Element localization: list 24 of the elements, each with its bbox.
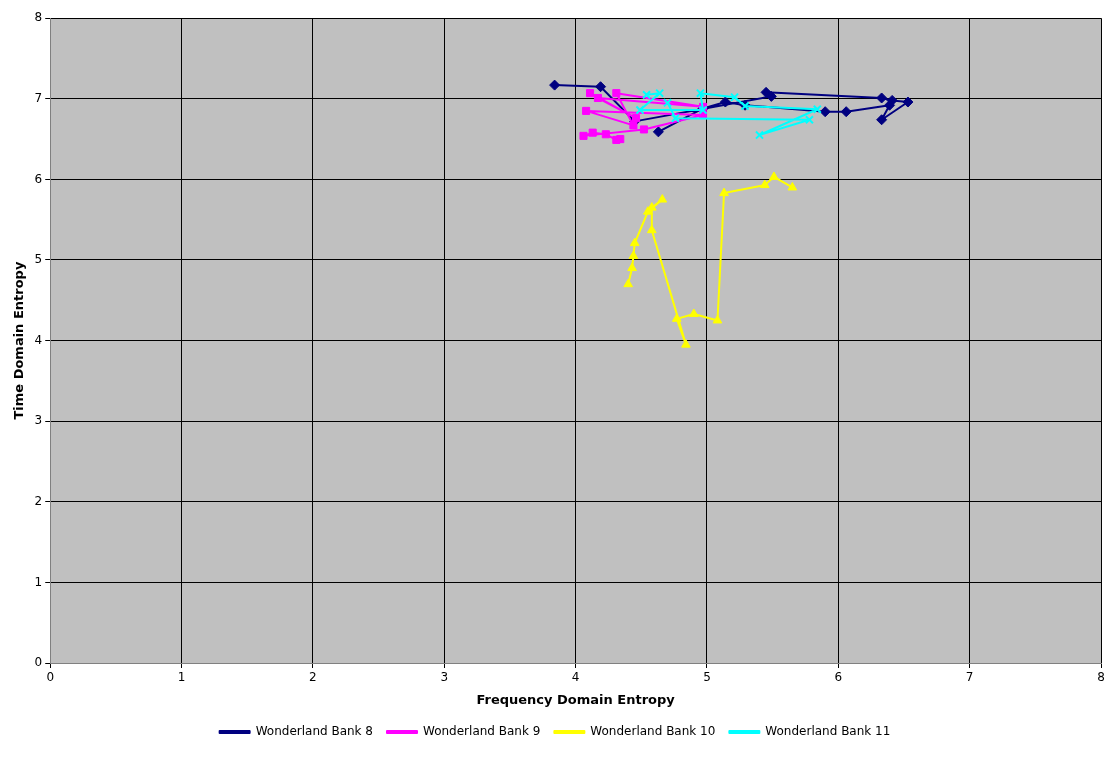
x-tick-label: 4: [571, 670, 580, 685]
y-tick-label: 6: [34, 171, 43, 186]
x-axis-title: Frequency Domain Entropy: [476, 691, 676, 707]
x-tick-label: 6: [834, 670, 843, 685]
y-tick-label: 7: [34, 90, 43, 105]
legend-label: Wonderland Bank 9: [423, 724, 541, 739]
y-tick-label: 3: [34, 413, 43, 428]
x-tick-label: 2: [309, 670, 317, 685]
x-tick-label: 1: [177, 670, 186, 685]
y-tick-label: 2: [34, 493, 43, 508]
x-tick-label: 8: [1097, 670, 1105, 685]
legend-label: Wonderland Bank 8: [255, 724, 374, 739]
y-tick-label: 0: [34, 655, 43, 670]
y-tick-label: 1: [34, 574, 43, 589]
legend-label: Wonderland Bank 10: [590, 724, 716, 739]
x-tick-label: 7: [965, 670, 974, 685]
y-axis-title: Time Domain Entropy: [11, 261, 27, 420]
x-tick-label: 5: [703, 670, 711, 685]
y-tick-label: 8: [34, 10, 43, 25]
x-tick-label: 0: [46, 670, 55, 685]
y-tick-label: 4: [34, 332, 43, 347]
legend-label: Wonderland Bank 11: [765, 724, 891, 739]
y-tick-label: 5: [34, 252, 43, 267]
x-tick-label: 3: [440, 670, 449, 685]
